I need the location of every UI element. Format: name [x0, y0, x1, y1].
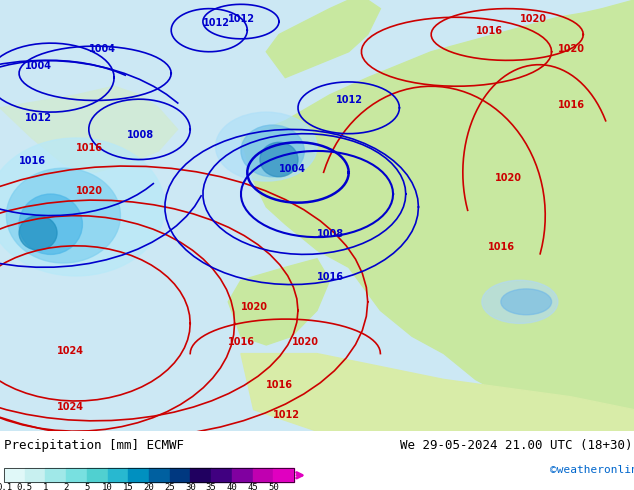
Ellipse shape [216, 112, 317, 181]
Text: 1016: 1016 [76, 143, 103, 153]
Text: 1012: 1012 [25, 113, 53, 122]
Polygon shape [241, 0, 634, 431]
Bar [87, 468, 108, 482]
Bar [25, 468, 46, 482]
Text: 1016: 1016 [19, 156, 46, 166]
Text: 45: 45 [247, 483, 258, 490]
Bar [232, 468, 252, 482]
Bar [128, 468, 149, 482]
Text: 1: 1 [42, 483, 48, 490]
Text: 1016: 1016 [317, 272, 344, 282]
Bar [46, 468, 66, 482]
Ellipse shape [0, 138, 165, 276]
Bar [211, 468, 232, 482]
Text: 1012: 1012 [336, 96, 363, 105]
Text: 20: 20 [144, 483, 154, 490]
Text: 1024: 1024 [57, 402, 84, 412]
Text: 1020: 1020 [292, 337, 319, 347]
Text: 1016: 1016 [558, 100, 585, 110]
Text: ©weatheronline.co.uk: ©weatheronline.co.uk [550, 466, 634, 475]
Text: 1020: 1020 [520, 14, 547, 24]
Text: 1012: 1012 [228, 14, 256, 24]
Text: 50: 50 [268, 483, 279, 490]
Polygon shape [266, 0, 380, 77]
Text: Precipitation [mm] ECMWF: Precipitation [mm] ECMWF [4, 439, 184, 452]
Text: 1008: 1008 [317, 229, 344, 239]
Ellipse shape [482, 280, 558, 323]
Text: 1016: 1016 [476, 26, 503, 36]
Text: 1004: 1004 [279, 165, 306, 174]
Bar [273, 468, 294, 482]
Text: 25: 25 [164, 483, 175, 490]
Polygon shape [241, 354, 634, 431]
Text: 0.5: 0.5 [16, 483, 33, 490]
Bar [108, 468, 128, 482]
Text: 1016: 1016 [266, 380, 294, 390]
Text: 1024: 1024 [57, 345, 84, 356]
Text: 1016: 1016 [228, 337, 256, 347]
Text: 1004: 1004 [89, 44, 116, 54]
Text: 2: 2 [63, 483, 69, 490]
Bar [170, 468, 190, 482]
Bar [4, 468, 25, 482]
Text: 1012: 1012 [203, 18, 230, 28]
Text: 10: 10 [102, 483, 113, 490]
Text: 1004: 1004 [25, 61, 53, 71]
Text: 30: 30 [185, 483, 196, 490]
Bar [190, 468, 211, 482]
Text: We 29-05-2024 21.00 UTC (18+30): We 29-05-2024 21.00 UTC (18+30) [400, 439, 633, 452]
Text: 1016: 1016 [488, 242, 515, 252]
Text: 1008: 1008 [127, 130, 154, 140]
Ellipse shape [260, 142, 298, 177]
Ellipse shape [19, 216, 57, 250]
Ellipse shape [241, 125, 304, 177]
Text: 5: 5 [84, 483, 89, 490]
Ellipse shape [501, 289, 552, 315]
Polygon shape [228, 259, 330, 345]
Text: 40: 40 [226, 483, 237, 490]
Text: 0.1: 0.1 [0, 483, 12, 490]
Polygon shape [0, 86, 178, 172]
Text: 1020: 1020 [495, 173, 522, 183]
Ellipse shape [19, 194, 82, 254]
Bar [4, 468, 294, 482]
Text: 1012: 1012 [273, 410, 300, 420]
Bar [149, 468, 170, 482]
Text: 15: 15 [123, 483, 134, 490]
Bar [66, 468, 87, 482]
Text: 1020: 1020 [558, 44, 585, 54]
Bar [252, 468, 273, 482]
Text: 1020: 1020 [241, 302, 268, 313]
Text: 1020: 1020 [76, 186, 103, 196]
Ellipse shape [6, 168, 120, 263]
Text: 35: 35 [206, 483, 217, 490]
